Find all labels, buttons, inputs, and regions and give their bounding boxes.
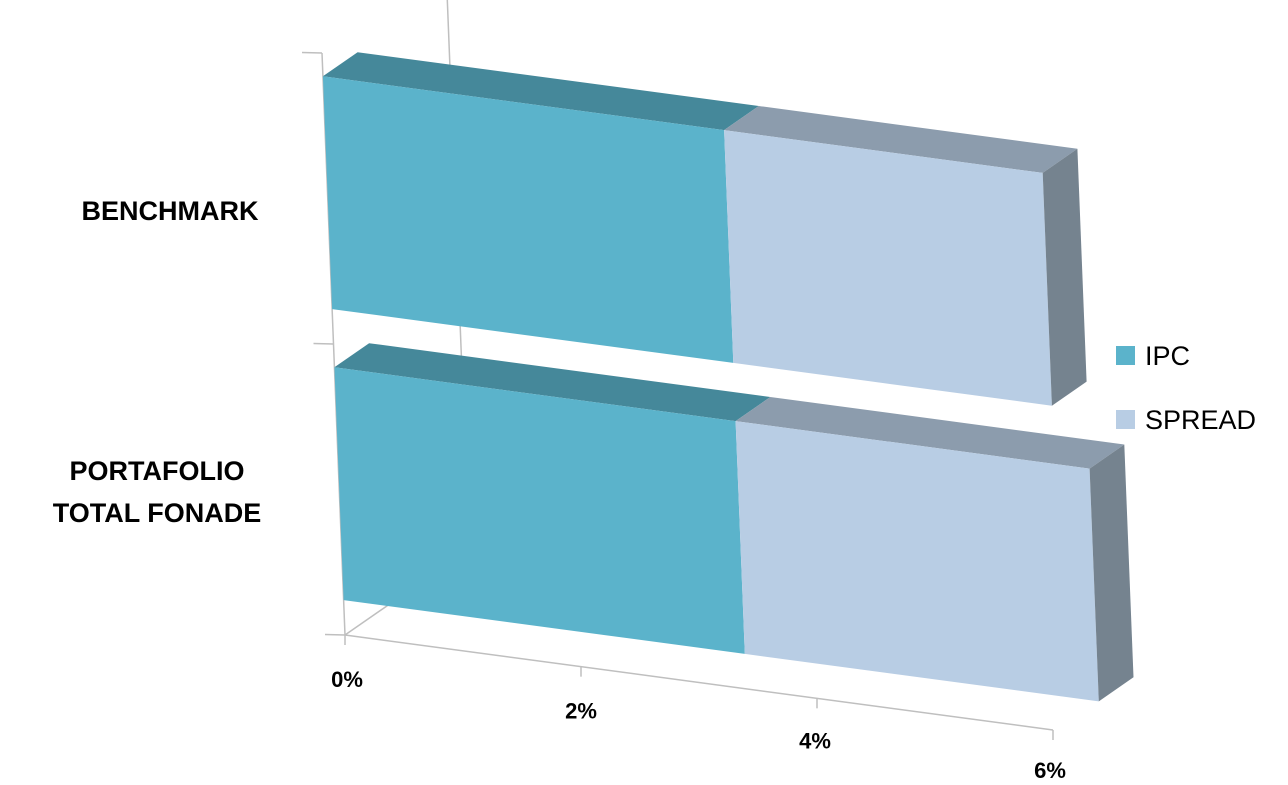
bar-benchmark-spread — [724, 130, 1052, 406]
legend-label-spread: SPREAD — [1145, 405, 1256, 435]
category-tick — [324, 633, 346, 636]
bar-top-portafolio-total-fonade-ipc — [334, 343, 771, 422]
category-tick — [301, 51, 323, 54]
x-tick-label: 6% — [1034, 758, 1066, 783]
legend-label-ipc: IPC — [1145, 341, 1190, 371]
bar-top-benchmark-spread — [724, 106, 1078, 173]
bar-side-benchmark-spread — [1042, 148, 1087, 406]
bar-top-benchmark-ipc — [322, 52, 759, 131]
x-tick-label: 4% — [799, 728, 831, 753]
legend-swatch-ipc — [1116, 346, 1135, 365]
category-label-benchmark: BENCHMARK — [82, 196, 259, 226]
horizontal-axis-line — [344, 634, 1054, 731]
bar-portafolio-total-fonade-ipc — [334, 367, 745, 654]
x-tick-label: 2% — [565, 699, 597, 724]
chart-bars — [322, 52, 1134, 702]
legend-swatch-spread — [1116, 410, 1135, 429]
x-tick-label: 0% — [331, 667, 363, 692]
category-label-portafolio-total-fonade: PORTAFOLIO TOTAL FONADE — [53, 456, 262, 528]
bar-benchmark-ipc — [322, 76, 734, 363]
bar-side-portafolio-total-fonade-spread — [1089, 444, 1134, 702]
chart-labels: 0% 2% 4% 6% PORTAFOLIO TOTAL FONADE BENCHMARK — [53, 196, 1066, 783]
bar-top-portafolio-total-fonade-spread — [735, 397, 1125, 469]
chart-legend: IPC SPREAD — [1116, 341, 1256, 435]
bar-portafolio-total-fonade-spread — [735, 421, 1099, 702]
category-tick — [313, 342, 334, 345]
